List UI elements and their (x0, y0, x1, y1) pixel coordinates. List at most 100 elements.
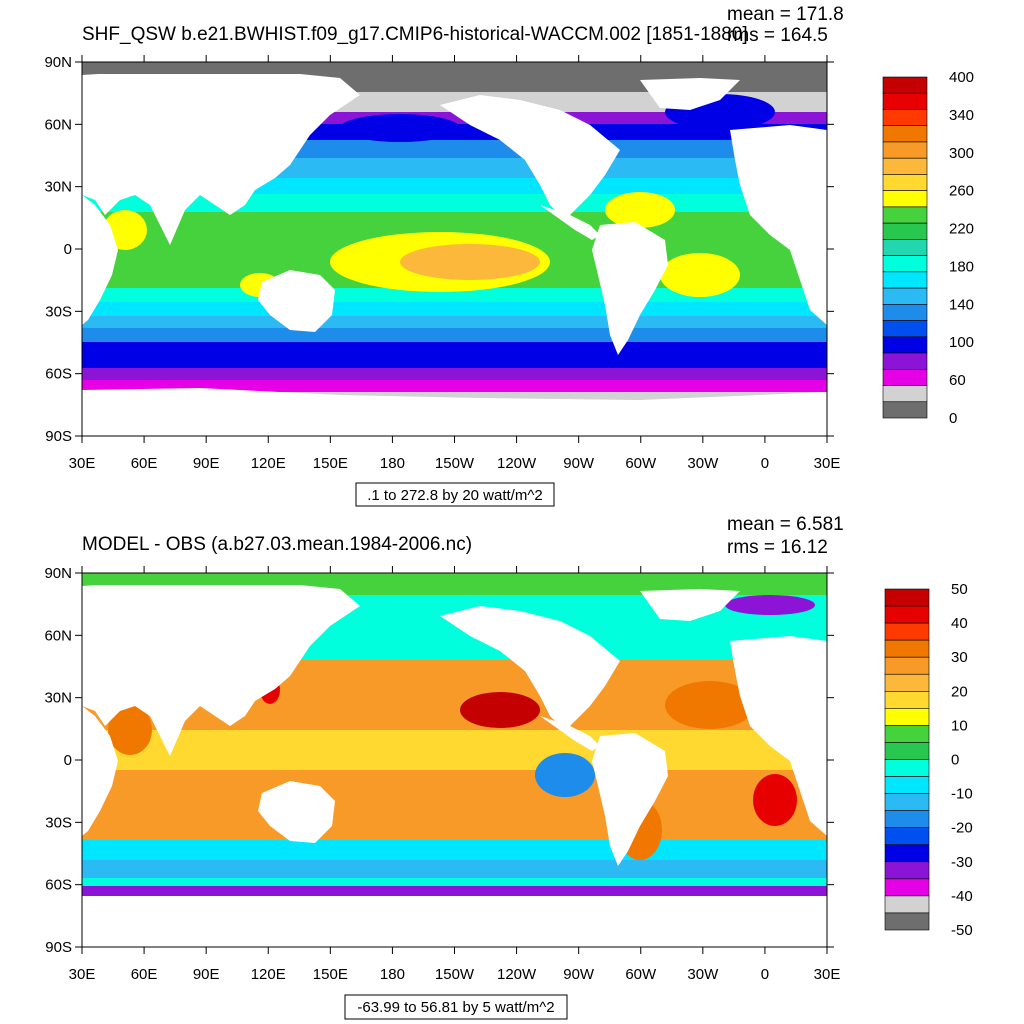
bottom-colorbar-swatch (884, 690, 930, 709)
bottom-colorbar-label: 20 (951, 683, 968, 700)
top-colorbar-swatch (882, 76, 928, 94)
top-xtick-label: 90W (563, 455, 595, 472)
top-colorbar-label: 0 (949, 410, 957, 427)
top-colorbar-label: 140 (949, 296, 974, 313)
top-axes: 30E 60E 90E 120E 150E 180 150W 120W 90W 60W 30W 0 30… (44, 54, 840, 472)
bottom-colorbar-swatch (884, 639, 930, 658)
top-colorbar-label: 60 (949, 372, 966, 389)
bottom-xtick-label: 60W (625, 966, 657, 983)
top-ytick-label: 60N (44, 116, 72, 133)
top-colorbar-swatch (882, 320, 928, 338)
bottom-colorbar-swatch (884, 622, 930, 641)
top-colorbar-swatch (882, 174, 928, 191)
bottom-xtick-label: 30W (687, 966, 719, 983)
top-ytick-label: 30N (44, 179, 72, 196)
bottom-map-field (82, 573, 827, 947)
bottom-colorbar-label: -20 (951, 820, 973, 837)
top-ytick-label: 90N (44, 54, 72, 71)
top-colorbar-swatch (882, 239, 928, 256)
bottom-title: MODEL - OBS (a.b27.03.mean.1984-2006.nc) (82, 534, 472, 555)
bottom-info: -63.99 to 56.81 by 5 watt/m^2 (357, 999, 554, 1016)
top-colorbar-label: 260 (949, 183, 974, 200)
top-colorbar-swatch (882, 304, 928, 321)
bottom-colorbar-swatch (884, 725, 930, 743)
top-xtick-label: 120E (251, 455, 286, 472)
bottom-colorbar-label: -10 (951, 786, 973, 803)
bottom-colorbar-swatch (884, 656, 930, 675)
top-colorbar-label: 220 (949, 221, 974, 238)
top-colorbar-swatch (882, 385, 928, 403)
top-info-box: .1 to 272.8 by 20 watt/m^2 (355, 482, 555, 507)
top-ytick-label: 60S (45, 366, 72, 383)
bottom-xtick-label: 120E (251, 966, 286, 983)
top-colorbar-label: 300 (949, 145, 974, 162)
top-colorbar-label: 340 (949, 107, 974, 124)
bottom-ytick-label: 90S (45, 939, 72, 956)
bottom-xtick-label: 60E (131, 966, 158, 983)
bottom-colorbar-label: 10 (951, 717, 968, 734)
top-colorbar-swatch (882, 368, 928, 386)
bottom-ytick-label: 60S (45, 877, 72, 894)
bottom-ytick-label: 0 (64, 752, 72, 769)
bottom-panel: MODEL - OBS (a.b27.03.mean.1984-2006.nc)… (44, 514, 973, 1020)
top-colorbar-swatch (882, 157, 928, 175)
top-xtick-label: 0 (761, 455, 769, 472)
bottom-colorbar-swatch (884, 588, 930, 607)
bottom-colorbar-swatch (884, 605, 930, 624)
bottom-colorbar-swatch (884, 827, 930, 846)
bottom-colorbar: 50 40 30 20 10 0 -10 -20 -30 -40 -50 (884, 581, 973, 939)
bottom-xtick-label: 90W (563, 966, 595, 983)
bottom-colorbar-swatch (884, 776, 930, 794)
top-panel: SHF_QSW b.e21.BWHIST.f09_g17.CMIP6-histo… (44, 4, 974, 507)
bottom-xtick-label: 0 (761, 966, 769, 983)
top-colorbar-swatch (882, 271, 928, 289)
bottom-xtick-label: 30E (814, 966, 841, 983)
bottom-mean: mean = 6.581 (727, 514, 844, 535)
bottom-xtick-label: 150E (313, 966, 348, 983)
bottom-ytick-label: 30S (45, 814, 72, 831)
bottom-colorbar-swatch (884, 673, 930, 692)
bottom-ytick-label: 30N (44, 690, 72, 707)
top-colorbar-swatch (882, 206, 928, 224)
top-colorbar: 400 340 300 260 220 180 140 100 60 0 (882, 69, 974, 427)
top-xtick-label: 30E (814, 455, 841, 472)
top-ytick-label: 30S (45, 303, 72, 320)
bottom-colorbar-label: -50 (951, 922, 973, 939)
top-xtick-label: 30E (69, 455, 96, 472)
top-colorbar-swatch (882, 125, 928, 143)
top-colorbar-swatch (882, 352, 928, 370)
top-map-field (82, 62, 827, 436)
bottom-colorbar-swatch (884, 861, 930, 880)
top-xtick-label: 30W (687, 455, 719, 472)
top-title: SHF_QSW b.e21.BWHIST.f09_g17.CMIP6-histo… (82, 24, 748, 45)
top-xtick-label: 60W (625, 455, 657, 472)
bottom-colorbar-swatch (884, 759, 930, 777)
bottom-colorbar-swatch (884, 844, 930, 863)
top-colorbar-label: 100 (949, 334, 974, 351)
top-xtick-label: 90E (193, 455, 220, 472)
bottom-colorbar-label: -40 (951, 888, 973, 905)
top-colorbar-swatch (882, 92, 928, 110)
bottom-colorbar-swatch (884, 810, 930, 829)
top-xtick-label: 60E (131, 455, 158, 472)
top-xtick-label: 180 (380, 455, 405, 472)
bottom-colorbar-swatch (884, 708, 930, 726)
bottom-colorbar-swatch (884, 912, 930, 931)
bottom-colorbar-label: 30 (951, 649, 968, 666)
top-xtick-label: 120W (497, 455, 537, 472)
bottom-ytick-label: 60N (44, 627, 72, 644)
bottom-xtick-label: 90E (193, 966, 220, 983)
bottom-ytick-label: 90N (44, 565, 72, 582)
bottom-colorbar-label: 40 (951, 615, 968, 632)
top-colorbar-swatch (882, 190, 928, 208)
top-colorbar-swatch (882, 222, 928, 240)
bottom-info-box: -63.99 to 56.81 by 5 watt/m^2 (344, 994, 568, 1020)
top-mean: mean = 171.8 (727, 4, 844, 25)
bottom-xtick-label: 150W (435, 966, 475, 983)
bottom-colorbar-swatch (884, 895, 930, 914)
top-colorbar-swatch (882, 109, 928, 127)
top-colorbar-swatch (882, 336, 928, 354)
bottom-colorbar-label: 50 (951, 581, 968, 598)
bottom-colorbar-label: -30 (951, 854, 973, 871)
